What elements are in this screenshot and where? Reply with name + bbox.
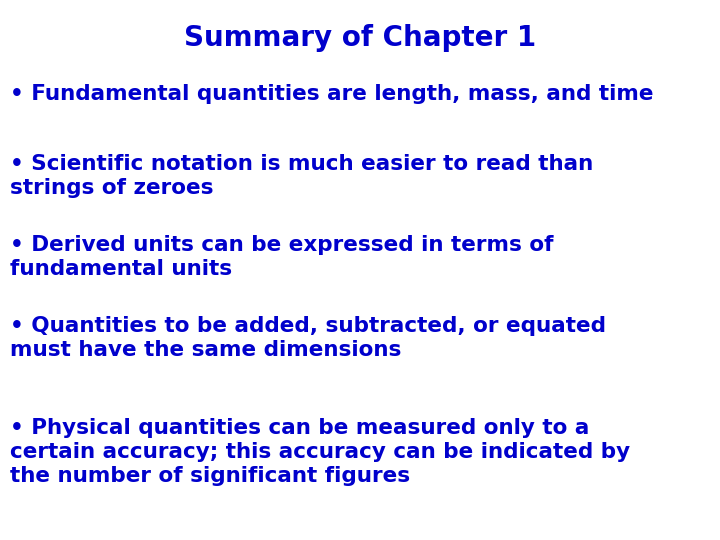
Text: • Scientific notation is much easier to read than
strings of zeroes: • Scientific notation is much easier to …: [10, 154, 593, 198]
Text: • Physical quantities can be measured only to a
certain accuracy; this accuracy : • Physical quantities can be measured on…: [10, 418, 630, 487]
Text: • Fundamental quantities are length, mass, and time: • Fundamental quantities are length, mas…: [10, 84, 654, 104]
Text: Summary of Chapter 1: Summary of Chapter 1: [184, 24, 536, 52]
Text: • Derived units can be expressed in terms of
fundamental units: • Derived units can be expressed in term…: [10, 235, 554, 279]
Text: • Quantities to be added, subtracted, or equated
must have the same dimensions: • Quantities to be added, subtracted, or…: [10, 316, 606, 360]
